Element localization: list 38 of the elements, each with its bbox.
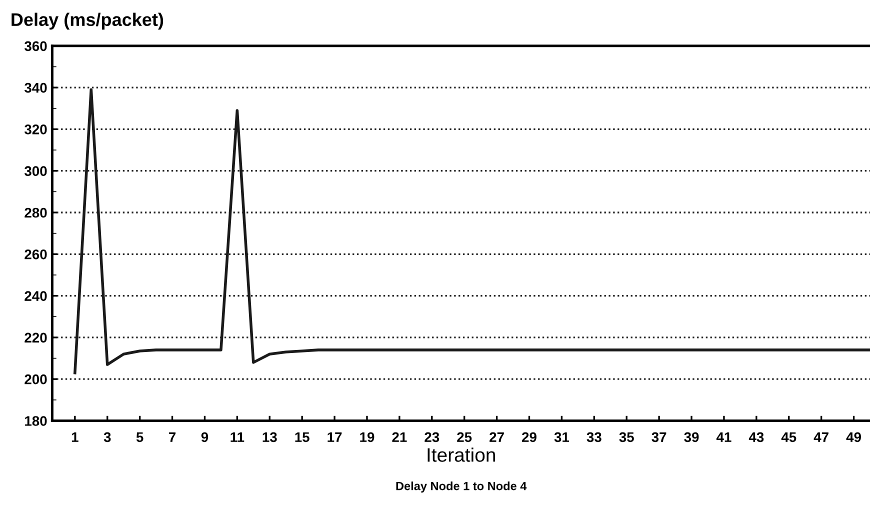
x-tick-label: 33: [586, 432, 602, 442]
y-tick-label: 340: [24, 82, 47, 93]
x-tick-label: 39: [684, 432, 699, 442]
y-tick-label: 280: [24, 208, 47, 218]
x-tick-label: 47: [814, 432, 828, 442]
x-tick-label: 31: [554, 432, 570, 442]
x-tick-label: 15: [295, 432, 310, 442]
y-tick-label: 300: [24, 166, 47, 176]
y-tick-label: 240: [24, 291, 47, 301]
x-tick-label: 37: [652, 432, 666, 442]
x-tick-label: 9: [201, 432, 208, 442]
y-tick-label: 220: [24, 332, 47, 343]
x-tick-label: 43: [748, 432, 764, 442]
x-tick-label: 29: [522, 432, 536, 442]
y-tick-label: 180: [25, 416, 47, 426]
y-tick-label: 320: [24, 124, 47, 134]
y-tick-label: 260: [24, 249, 47, 260]
x-tick-label: 35: [619, 432, 634, 442]
x-axis-title: Iteration: [428, 448, 495, 462]
x-tick-label: 23: [424, 432, 440, 442]
y-tick-label: 200: [24, 374, 47, 384]
x-tick-label: 25: [457, 432, 472, 442]
x-tick-label: 41: [716, 432, 732, 442]
x-tick-label: 45: [781, 432, 796, 442]
x-tick-label: 11: [230, 432, 244, 442]
x-tick-label: 21: [392, 432, 407, 442]
x-tick-label: 49: [846, 432, 861, 442]
y-axis-title: Delay (ms/packet): [12, 12, 164, 30]
text: Delay Node 1 to Node 4: [396, 482, 527, 493]
x-tick-label: 7: [169, 432, 176, 442]
x-tick-label: 19: [360, 432, 374, 442]
x-tick-label: 27: [490, 432, 504, 442]
x-tick-label: 3: [104, 432, 111, 442]
x-tick-label: 5: [136, 432, 144, 442]
x-tick-label: 13: [262, 432, 277, 442]
y-tick-label: 360: [24, 41, 47, 52]
x-tick-label: 17: [328, 432, 342, 442]
x-tick-label: 1: [72, 432, 78, 442]
